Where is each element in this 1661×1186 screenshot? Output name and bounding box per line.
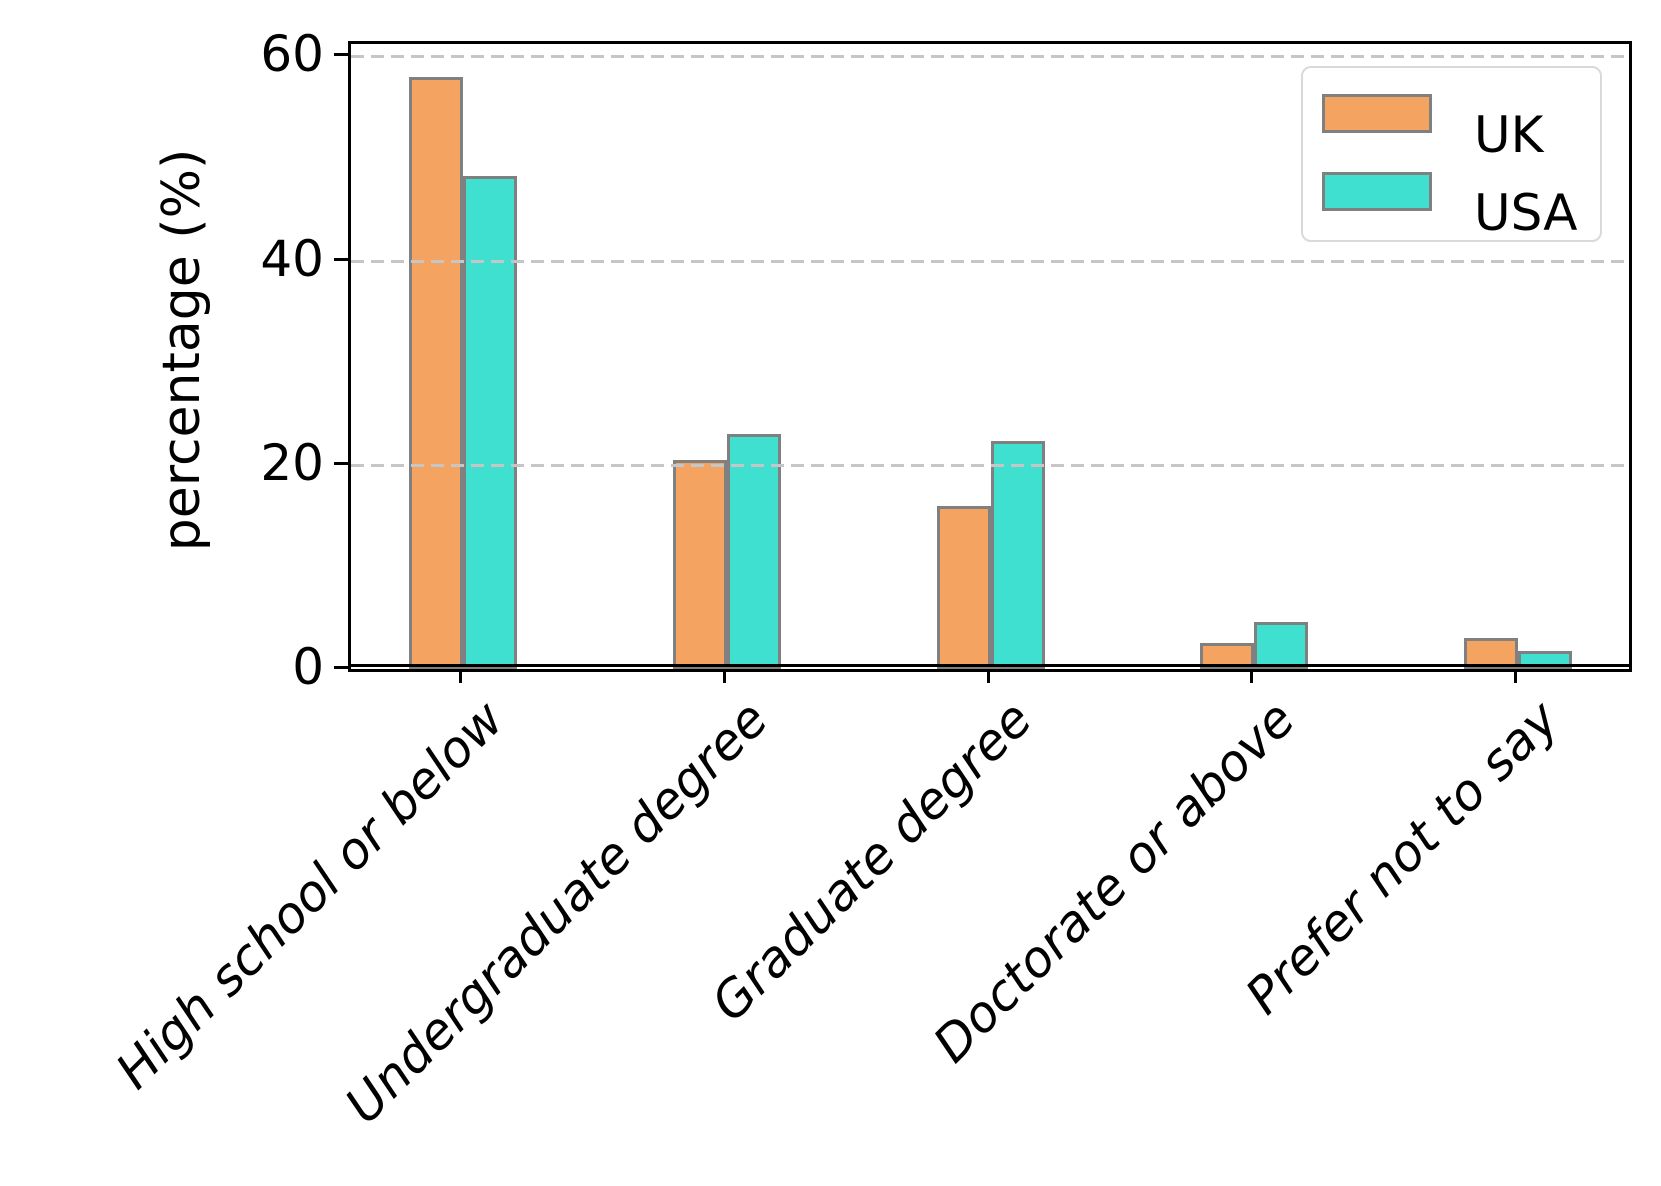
x-tick-mark-1 (722, 669, 726, 683)
gridline-y-40 (351, 259, 1629, 263)
bar-uk-4 (1464, 638, 1518, 669)
gridline-y-60 (351, 55, 1629, 59)
x-tick-mark-0 (459, 669, 462, 683)
legend-label-usa: USA (1474, 184, 1578, 242)
bar-uk-1 (672, 459, 727, 669)
legend-swatch-usa (1322, 172, 1432, 211)
bar-usa-2 (990, 441, 1045, 669)
bar-usa-0 (463, 175, 517, 669)
y-tick-label-60: 60 (260, 25, 324, 84)
bar-usa-3 (1254, 622, 1309, 669)
legend-label-uk: UK (1474, 106, 1544, 164)
y-tick-mark-0 (334, 666, 348, 669)
x-tick-mark-4 (1514, 669, 1517, 683)
y-tick-mark-20 (334, 461, 348, 465)
legend: UK USA (1301, 66, 1602, 242)
gridline-y-20 (351, 463, 1629, 467)
bar-uk-2 (936, 505, 991, 669)
y-tick-label-40: 40 (260, 229, 324, 288)
x-tick-mark-2 (986, 669, 990, 683)
x-tick-label-1: Undergraduate degree (333, 689, 779, 1135)
y-axis-label: percentage (%) (152, 148, 212, 552)
y-tick-label-0: 0 (292, 638, 324, 696)
x-axis-line (348, 664, 1632, 667)
bar-usa-1 (726, 434, 781, 669)
y-tick-mark-40 (334, 257, 348, 261)
legend-swatch-uk (1322, 94, 1432, 133)
bar-uk-0 (409, 76, 463, 669)
x-tick-mark-3 (1250, 669, 1254, 683)
y-tick-mark-60 (334, 53, 348, 57)
y-tick-label-20: 20 (260, 433, 324, 492)
